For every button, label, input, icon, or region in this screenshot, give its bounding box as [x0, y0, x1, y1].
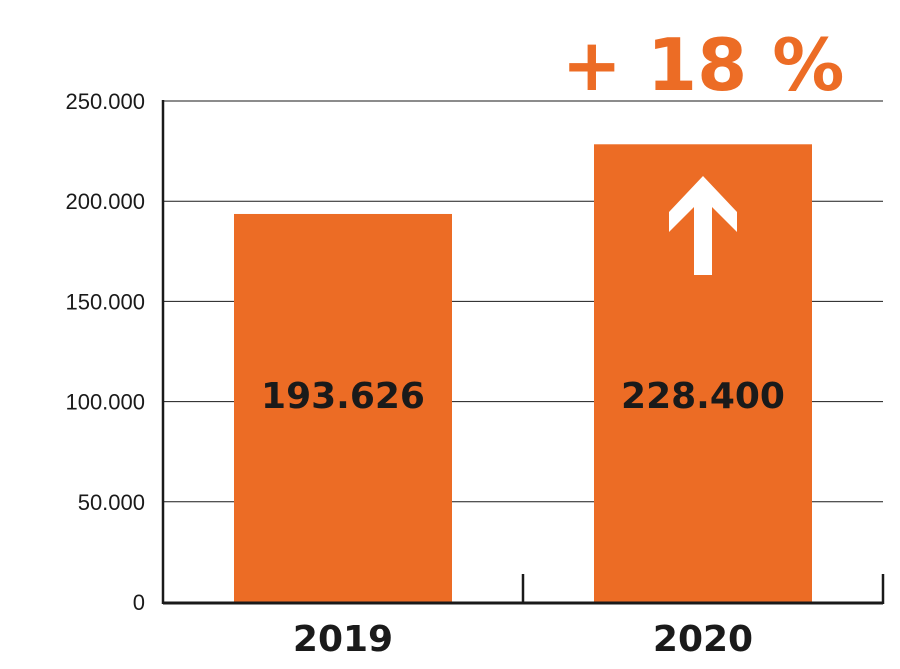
bar-2019 [234, 213, 452, 602]
y-tick-label: 50.000 [78, 490, 145, 515]
x-axis-category-labels: 2019 2020 [293, 619, 753, 660]
y-tick-label: 100.000 [65, 390, 145, 415]
bar-value-label: 228.400 [621, 376, 785, 417]
bars: 193.626 228.400 [234, 144, 812, 602]
up-arrow-icon [669, 176, 737, 275]
x-category-label: 2019 [293, 619, 393, 660]
y-tick-label: 150.000 [65, 289, 145, 314]
y-axis-tick-labels: 0 50.000 100.000 150.000 200.000 250.000 [65, 89, 145, 615]
x-category-label: 2020 [653, 619, 753, 660]
bar-value-label: 193.626 [261, 376, 425, 417]
y-tick-label: 250.000 [65, 89, 145, 114]
y-tick-label: 200.000 [65, 189, 145, 214]
y-tick-label: 0 [133, 590, 145, 615]
change-percentage-label: + 18 % [562, 23, 845, 107]
axes [161, 100, 885, 605]
annotations: + 18 % [562, 23, 845, 275]
